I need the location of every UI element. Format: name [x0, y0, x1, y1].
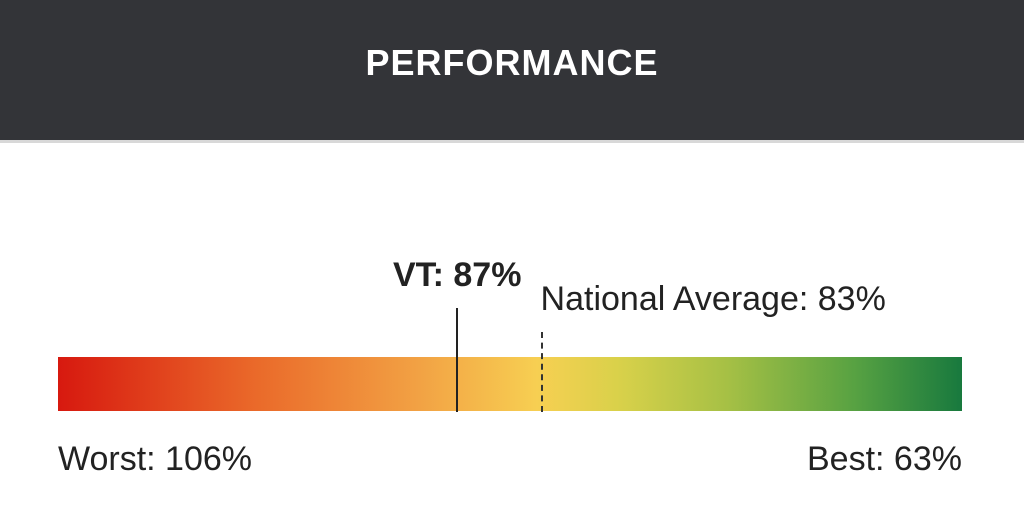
national-average-line [540, 332, 543, 412]
gauge-gradient-bar [58, 357, 962, 411]
state-marker-label: VT: 87% [392, 256, 522, 294]
header-bar: PERFORMANCE [0, 0, 1024, 140]
best-label: Best: 63% [807, 440, 962, 478]
header-divider [0, 140, 1024, 143]
worst-label: Worst: 106% [58, 440, 253, 478]
state-marker-line [456, 308, 459, 412]
national-average-label: National Average: 83% [540, 280, 886, 318]
page-title: PERFORMANCE [365, 42, 659, 83]
